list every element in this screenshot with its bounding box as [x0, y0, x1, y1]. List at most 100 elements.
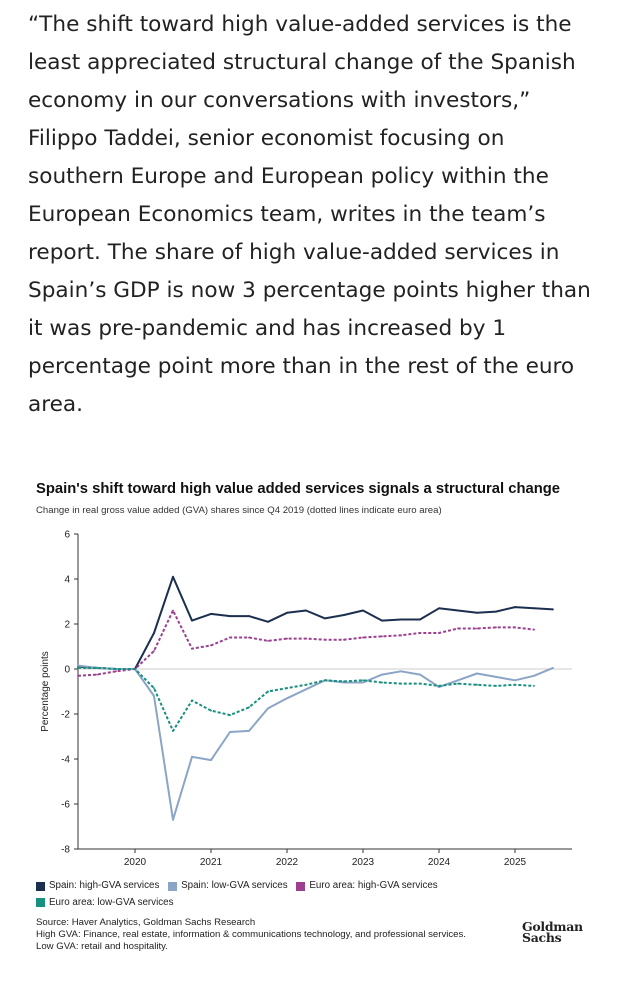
data-point: [248, 615, 250, 617]
data-point: [400, 670, 402, 673]
data-point: [495, 685, 497, 687]
logo-line-2: Sachs: [522, 930, 562, 945]
data-point: [400, 682, 402, 685]
legend-swatch: [296, 881, 306, 891]
data-point: [267, 620, 269, 623]
y-tick-label: 0: [64, 665, 70, 676]
data-point: [115, 668, 117, 670]
data-point: [552, 608, 554, 611]
data-point: [153, 632, 155, 634]
data-point: [77, 664, 79, 667]
data-point: [248, 730, 250, 732]
x-tick-label: 2022: [276, 857, 299, 868]
data-point: [533, 607, 535, 610]
data-point: [457, 679, 459, 682]
data-point: [229, 731, 231, 733]
high-gva-note: High GVA: Finance, real estate, informat…: [36, 929, 466, 940]
legend-label: Spain: low-GVA services: [181, 880, 288, 891]
data-point: [305, 609, 307, 612]
data-point: [248, 636, 250, 639]
data-point: [286, 687, 288, 689]
data-point: [324, 679, 326, 682]
data-point: [324, 638, 326, 641]
data-point: [172, 575, 174, 578]
data-point: [229, 636, 231, 639]
x-tick-label: 2020: [124, 857, 147, 868]
data-point: [210, 644, 212, 647]
data-point: [419, 682, 421, 685]
x-tick-label: 2023: [352, 857, 375, 868]
data-point: [267, 707, 269, 710]
data-point: [229, 615, 231, 617]
data-point: [77, 674, 79, 677]
data-point: [77, 667, 79, 669]
data-point: [457, 682, 459, 685]
data-point: [476, 683, 478, 686]
data-point: [438, 607, 440, 610]
data-point: [96, 667, 98, 669]
source-note: Source: Haver Analytics, Goldman Sachs R…: [36, 917, 256, 928]
data-point: [438, 632, 440, 634]
data-point: [286, 637, 288, 640]
data-point: [362, 636, 364, 639]
data-point: [210, 759, 212, 761]
data-point: [305, 637, 307, 640]
legend-item-euro-low: Euro area: low-GVA services: [36, 896, 174, 910]
data-point: [476, 611, 478, 614]
data-point: [343, 614, 345, 616]
data-point: [495, 676, 497, 678]
legend-label: Euro area: low-GVA services: [49, 896, 174, 908]
low-gva-note: Low GVA: retail and hospitality.: [36, 941, 168, 952]
data-point: [495, 610, 497, 613]
legend-swatch: [36, 898, 45, 907]
data-point: [514, 683, 516, 686]
legend-item-euro-high: Euro area: high-GVA services: [296, 879, 438, 893]
y-tick-label: -2: [61, 710, 70, 721]
line-chart: 6 4 2 0 -2 -4 -6 -8 2020 2021 2022 2023 2024 2025 Perc…: [40, 530, 572, 868]
y-tick-label: 4: [64, 575, 70, 586]
data-point: [305, 688, 307, 691]
data-point: [267, 640, 269, 642]
data-point: [305, 683, 307, 686]
data-point: [457, 609, 459, 612]
legend-swatch: [168, 881, 178, 891]
chart-title: Spain's shift toward high value added se…: [36, 481, 561, 497]
data-point: [191, 647, 193, 650]
data-point: [533, 674, 535, 677]
data-point: [248, 706, 250, 709]
data-point: [229, 714, 231, 716]
data-point: [210, 613, 212, 615]
data-point: [134, 668, 136, 670]
goldman-sachs-logo: Goldman Sachs: [522, 919, 592, 945]
y-tick-label: -4: [61, 755, 70, 766]
logo-line-1: Goldman: [522, 919, 583, 934]
data-point: [514, 606, 516, 608]
data-point: [533, 628, 535, 631]
data-point: [419, 673, 421, 676]
y-tick-label: 6: [64, 530, 70, 541]
data-point: [400, 634, 402, 637]
y-axis-label: Percentage points: [40, 651, 51, 732]
legend-item-spain-high: Spain: high-GVA services: [36, 879, 159, 893]
data-point: [343, 638, 345, 641]
data-point: [172, 730, 174, 732]
series-line-3: [77, 609, 535, 677]
data-point: [533, 685, 535, 687]
legend-label: Euro area: high-GVA services: [309, 880, 438, 891]
data-point: [552, 667, 554, 669]
data-point: [153, 687, 155, 689]
data-point: [381, 619, 383, 622]
legend-label: Spain: high-GVA services: [49, 880, 160, 891]
data-point: [324, 617, 326, 620]
data-point: [381, 681, 383, 684]
data-point: [419, 632, 421, 634]
data-point: [210, 709, 212, 712]
data-point: [495, 626, 497, 629]
x-tick-label: 2025: [504, 857, 527, 868]
data-point: [476, 627, 478, 630]
data-point: [115, 670, 117, 673]
data-point: [172, 609, 174, 612]
data-point: [457, 627, 459, 630]
data-point: [381, 673, 383, 676]
data-point: [153, 650, 155, 652]
